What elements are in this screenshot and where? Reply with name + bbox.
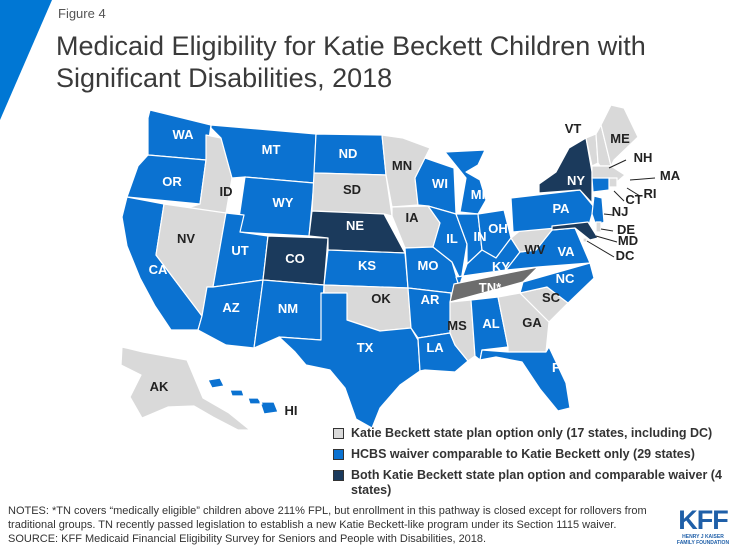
state-sd (311, 172, 393, 217)
state-label-ri: RI (644, 186, 657, 201)
page-title: Medicaid Eligibility for Katie Beckett C… (56, 31, 646, 93)
leader-ri (626, 187, 641, 197)
state-dc (582, 237, 588, 243)
state-hi (207, 377, 279, 415)
notes-text: NOTES: *TN covers “medically eligible” c… (8, 505, 647, 531)
leader-nj (603, 213, 614, 216)
footnotes: NOTES: *TN covers “medically eligible” c… (8, 504, 673, 546)
legend-label-state-plan: Katie Beckett state plan option only (17… (351, 426, 713, 440)
state-wy (236, 176, 315, 237)
state-or (126, 154, 207, 205)
state-ak (120, 346, 251, 431)
source-text: SOURCE: KFF Medicaid Financial Eligibili… (8, 533, 487, 545)
logo-sub-1: HENRY J KAISER (682, 534, 724, 540)
legend-item-state-plan: Katie Beckett state plan option only (17… (333, 426, 723, 441)
state-label-hi: HI (285, 403, 298, 418)
legend-item-hcbs: HCBS waiver comparable to Katie Beckett … (333, 447, 723, 462)
legend-label-hcbs: HCBS waiver comparable to Katie Beckett … (351, 447, 695, 461)
leader-nh (608, 159, 627, 169)
figure-label: Figure 4 (58, 6, 106, 21)
state-az (197, 279, 264, 349)
leader-md (595, 235, 618, 243)
state-ar (407, 287, 452, 339)
us-map: WAORCAIDNVMTWYUTAZCONMNDSDNEKSOKTXMNIAMO… (120, 104, 681, 431)
state-label-md: MD (618, 233, 638, 248)
kff-logo: KFF HENRY J KAISER FAMILY FOUNDATION (676, 506, 730, 546)
state-ct (591, 177, 610, 193)
leader-ct (613, 190, 625, 202)
state-wi (414, 157, 457, 215)
state-mi (444, 149, 487, 215)
legend: Katie Beckett state plan option only (17… (333, 426, 723, 504)
state-de (595, 221, 602, 233)
state-tx (278, 292, 421, 429)
legend-swatch-hcbs (333, 449, 344, 460)
corner-accent (0, 0, 52, 120)
state-label-nh: NH (634, 150, 653, 165)
state-ri (608, 177, 618, 188)
leader-ma (629, 177, 656, 181)
state-ks (323, 249, 409, 289)
state-fl (479, 346, 571, 412)
legend-swatch-state-plan (333, 428, 344, 439)
state-nd (313, 133, 387, 176)
state-wa (147, 109, 212, 161)
state-label-ct: CT (625, 192, 642, 207)
state-label-nj: NJ (612, 204, 629, 219)
leader-de (600, 228, 614, 232)
logo-main: KFF (678, 505, 728, 535)
legend-label-both: Both Katie Beckett state plan option and… (351, 468, 722, 497)
state-ma (591, 165, 626, 182)
leader-dc (586, 240, 615, 258)
legend-swatch-both (333, 470, 344, 481)
state-label-vt: VT (565, 121, 582, 136)
state-label-ma: MA (660, 168, 681, 183)
state-label-de: DE (617, 222, 635, 237)
state-label-dc: DC (616, 248, 635, 263)
legend-item-both: Both Katie Beckett state plan option and… (333, 468, 723, 498)
state-md (551, 221, 599, 241)
state-co (262, 235, 329, 286)
logo-sub-2: FAMILY FOUNDATION (676, 540, 730, 546)
